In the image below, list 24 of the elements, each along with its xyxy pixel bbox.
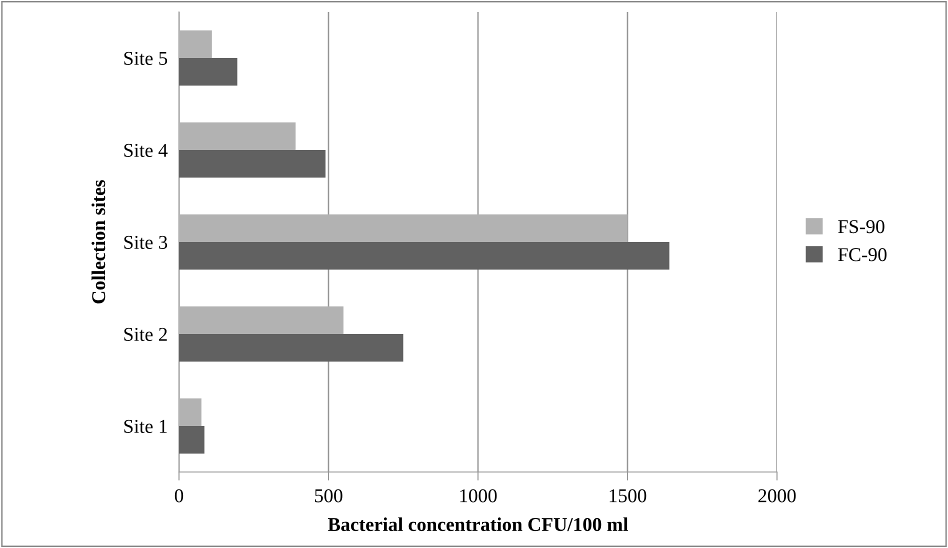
bar	[179, 122, 296, 150]
x-axis-title: Bacterial concentration CFU/100 ml	[328, 517, 628, 532]
bar	[179, 58, 238, 86]
bar	[179, 398, 202, 426]
y-tick-label: Site 4	[124, 144, 168, 157]
y-tick-label: Site 2	[124, 328, 167, 341]
y-tick-label: Site 1	[124, 420, 167, 433]
bar	[179, 30, 212, 58]
y-axis-title: Collection sites	[92, 180, 106, 304]
x-tick-label: 0	[174, 489, 184, 502]
bar	[179, 150, 326, 178]
bar	[179, 242, 670, 270]
y-tick-label: Site 3	[124, 236, 168, 249]
bar	[179, 214, 628, 242]
x-tick-label: 500	[315, 489, 342, 502]
legend-label: FC-90	[838, 248, 887, 262]
bar	[179, 334, 404, 362]
x-tick-label: 2000	[758, 489, 796, 502]
bar	[179, 306, 344, 334]
y-tick-label: Site 5	[124, 52, 168, 65]
bar	[179, 426, 204, 454]
x-tick-label: 1500	[610, 489, 646, 502]
legend-label: FS-90	[838, 220, 884, 234]
x-tick-label: 1000	[460, 489, 497, 502]
